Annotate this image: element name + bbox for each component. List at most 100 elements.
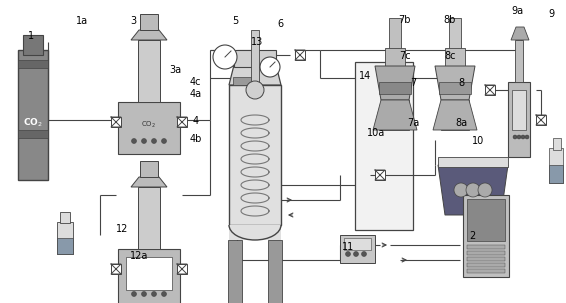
Circle shape [213, 45, 237, 69]
Circle shape [161, 291, 166, 297]
Circle shape [142, 291, 147, 297]
Text: 6: 6 [277, 19, 283, 29]
Bar [467, 257, 505, 261]
Bar [467, 269, 505, 273]
Circle shape [466, 183, 480, 197]
Bar [18, 60, 48, 68]
Circle shape [354, 251, 358, 257]
Text: 10: 10 [472, 136, 484, 146]
Polygon shape [375, 66, 415, 100]
Text: 12a: 12a [130, 251, 148, 261]
Text: 8b: 8b [444, 15, 456, 25]
Polygon shape [435, 66, 475, 100]
Bar [118, 249, 180, 303]
Bar [344, 238, 371, 250]
Polygon shape [229, 65, 281, 85]
Bar [553, 138, 561, 150]
Bar [549, 148, 563, 183]
Circle shape [345, 251, 350, 257]
Text: 1: 1 [28, 31, 34, 42]
Polygon shape [438, 165, 508, 215]
Bar [485, 85, 495, 95]
Bar [295, 50, 305, 60]
Bar [467, 245, 505, 249]
Bar [229, 225, 281, 240]
Bar [438, 157, 508, 167]
Bar [140, 14, 158, 30]
Bar [467, 251, 505, 255]
Text: 4a: 4a [189, 89, 201, 99]
Circle shape [131, 291, 136, 297]
Polygon shape [511, 27, 529, 40]
Text: 9a: 9a [512, 5, 524, 16]
Circle shape [246, 81, 264, 99]
Circle shape [152, 291, 157, 297]
Bar [111, 264, 121, 274]
Bar [549, 165, 563, 183]
Text: 7: 7 [410, 78, 417, 88]
Bar [140, 161, 158, 177]
Text: 12: 12 [115, 224, 128, 234]
Circle shape [152, 138, 157, 144]
Bar [355, 62, 413, 230]
Text: 8c: 8c [444, 51, 456, 61]
Text: 9: 9 [549, 8, 555, 19]
Bar [177, 117, 187, 127]
Text: 7a: 7a [407, 118, 419, 128]
Bar [515, 40, 523, 82]
Text: 11: 11 [342, 242, 354, 252]
Bar [18, 50, 48, 180]
Bar [389, 18, 401, 50]
Circle shape [142, 138, 147, 144]
Bar [229, 85, 281, 225]
Bar [268, 240, 282, 303]
Bar [463, 195, 509, 277]
Circle shape [131, 138, 136, 144]
Text: 7b: 7b [398, 15, 411, 25]
Bar [138, 40, 160, 102]
Text: 4b: 4b [189, 134, 201, 145]
Bar [467, 263, 505, 267]
Text: 4c: 4c [190, 77, 201, 87]
Bar [375, 170, 385, 180]
Text: 8: 8 [458, 78, 464, 88]
Bar [536, 115, 546, 125]
Bar [439, 82, 471, 94]
Bar [111, 117, 121, 127]
Bar [467, 199, 505, 241]
Polygon shape [433, 100, 477, 130]
Bar [340, 235, 375, 263]
Bar [385, 48, 405, 66]
Text: 13: 13 [251, 37, 264, 48]
Circle shape [454, 183, 468, 197]
Bar [138, 187, 160, 249]
Bar [381, 100, 409, 130]
Bar [60, 212, 70, 223]
Bar [228, 240, 242, 303]
Text: 7c: 7c [399, 51, 410, 61]
Circle shape [478, 183, 492, 197]
Bar [379, 82, 411, 94]
Text: 1a: 1a [76, 16, 88, 26]
Circle shape [161, 138, 166, 144]
Bar [177, 264, 187, 274]
Bar [126, 257, 172, 290]
Circle shape [260, 57, 280, 77]
Circle shape [362, 251, 367, 257]
Polygon shape [373, 100, 417, 130]
Bar [512, 90, 526, 130]
Text: 2: 2 [469, 231, 476, 241]
Bar [445, 48, 465, 66]
Bar [233, 77, 251, 85]
Bar [18, 130, 48, 138]
Circle shape [513, 135, 517, 139]
Bar [57, 238, 73, 254]
Bar [251, 30, 259, 85]
Polygon shape [131, 177, 167, 187]
Text: 3a: 3a [169, 65, 182, 75]
Bar [23, 35, 43, 55]
Polygon shape [131, 30, 167, 40]
Bar [234, 50, 276, 67]
Circle shape [517, 135, 521, 139]
Text: 3: 3 [130, 16, 136, 26]
